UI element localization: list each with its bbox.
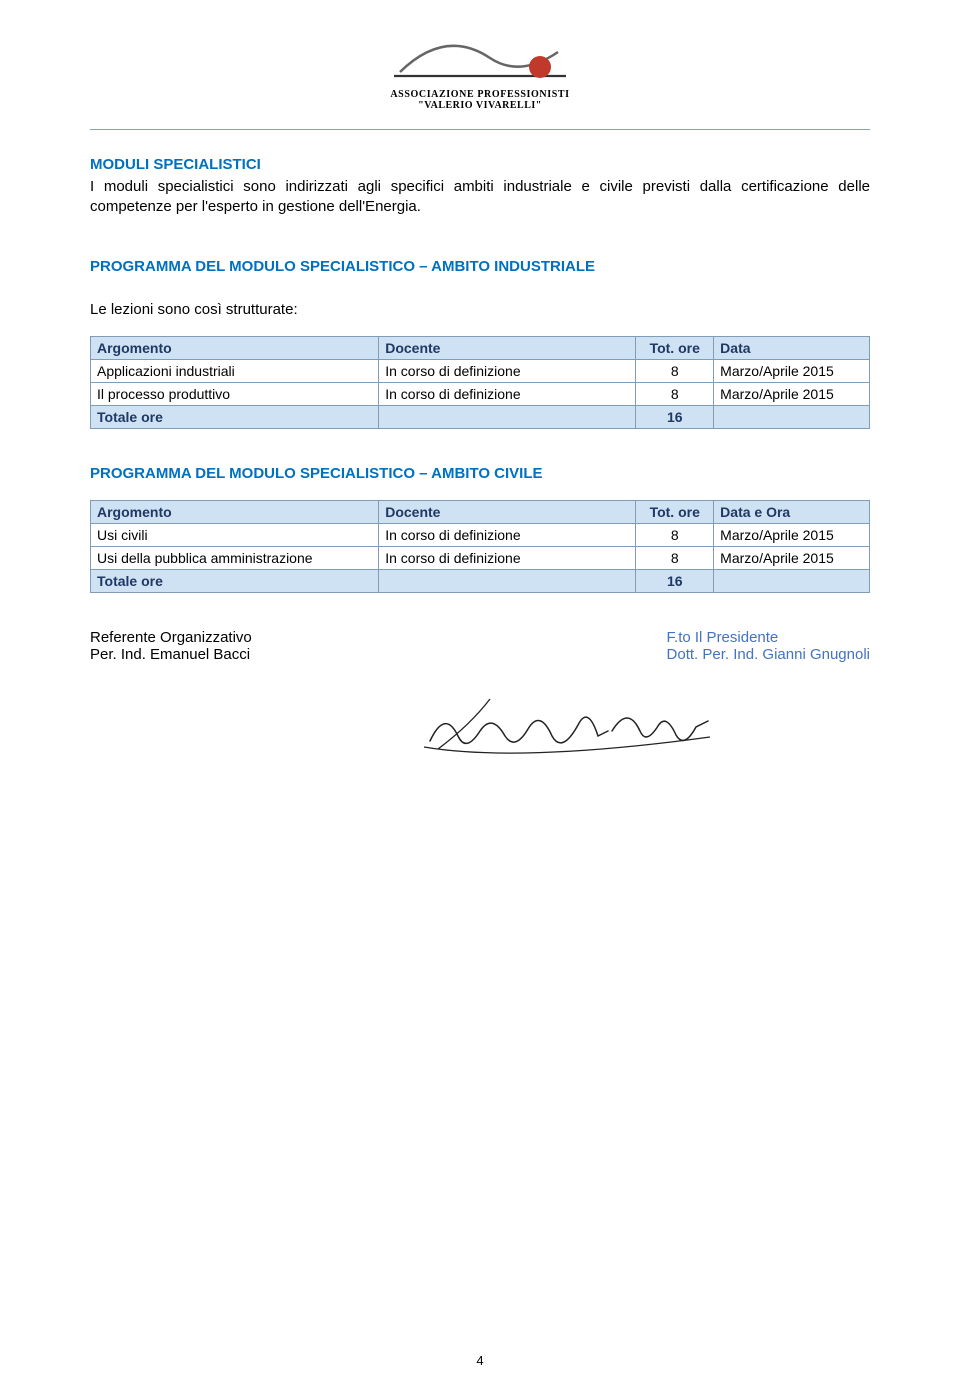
- table-total-row: Totale ore 16: [91, 569, 870, 592]
- total-empty: [714, 569, 870, 592]
- table-header-row: Argomento Docente Tot. ore Data: [91, 336, 870, 359]
- table-row: Usi civili In corso di definizione 8 Mar…: [91, 523, 870, 546]
- table-total-row: Totale ore 16: [91, 405, 870, 428]
- signature-left: Referente Organizzativo Per. Ind. Emanue…: [90, 629, 252, 663]
- cell-data: Marzo/Aprile 2015: [714, 523, 870, 546]
- th-docente: Docente: [379, 500, 636, 523]
- total-empty: [379, 569, 636, 592]
- cell-data: Marzo/Aprile 2015: [714, 382, 870, 405]
- signature-block: Referente Organizzativo Per. Ind. Emanue…: [90, 629, 870, 663]
- sig-right-line2: Dott. Per. Ind. Gianni Gnugnoli: [667, 646, 870, 663]
- cell-docente: In corso di definizione: [379, 359, 636, 382]
- total-empty: [714, 405, 870, 428]
- signature-right: F.to Il Presidente Dott. Per. Ind. Giann…: [667, 629, 870, 663]
- total-label: Totale ore: [91, 569, 379, 592]
- moduli-title: MODULI SPECIALISTICI: [90, 156, 870, 173]
- cell-argomento: Il processo produttivo: [91, 382, 379, 405]
- sig-left-line1: Referente Organizzativo: [90, 629, 252, 646]
- sig-right-line1: F.to Il Presidente: [667, 629, 870, 646]
- cell-data: Marzo/Aprile 2015: [714, 546, 870, 569]
- cell-docente: In corso di definizione: [379, 546, 636, 569]
- table-row: Applicazioni industriali In corso di def…: [91, 359, 870, 382]
- cell-argomento: Usi della pubblica amministrazione: [91, 546, 379, 569]
- th-docente: Docente: [379, 336, 636, 359]
- logo-graphic: [380, 30, 580, 84]
- cell-ore: 8: [636, 382, 714, 405]
- sig-left-line2: Per. Ind. Emanuel Bacci: [90, 646, 252, 663]
- moduli-text: I moduli specialistici sono indirizzati …: [90, 177, 870, 218]
- th-argomento: Argomento: [91, 336, 379, 359]
- table-row: Il processo produttivo In corso di defin…: [91, 382, 870, 405]
- total-value: 16: [636, 569, 714, 592]
- cell-data: Marzo/Aprile 2015: [714, 359, 870, 382]
- cell-ore: 8: [636, 359, 714, 382]
- table-industriale: Argomento Docente Tot. ore Data Applicaz…: [90, 336, 870, 429]
- heading-industriale: PROGRAMMA DEL MODULO SPECIALISTICO – AMB…: [90, 258, 870, 275]
- table-row: Usi della pubblica amministrazione In co…: [91, 546, 870, 569]
- table-civile: Argomento Docente Tot. ore Data e Ora Us…: [90, 500, 870, 593]
- cell-ore: 8: [636, 546, 714, 569]
- cell-docente: In corso di definizione: [379, 523, 636, 546]
- th-data: Data: [714, 336, 870, 359]
- signature-scribble: [250, 691, 870, 774]
- cell-argomento: Applicazioni industriali: [91, 359, 379, 382]
- total-value: 16: [636, 405, 714, 428]
- logo-text-line1: ASSOCIAZIONE PROFESSIONISTI: [90, 89, 870, 100]
- th-totore: Tot. ore: [636, 336, 714, 359]
- page-number: 4: [0, 1353, 960, 1368]
- heading-civile: PROGRAMMA DEL MODULO SPECIALISTICO – AMB…: [90, 465, 870, 482]
- cell-ore: 8: [636, 523, 714, 546]
- total-label: Totale ore: [91, 405, 379, 428]
- intro-industriale: Le lezioni sono così strutturate:: [90, 301, 870, 318]
- logo-header: ASSOCIAZIONE PROFESSIONISTI "VALERIO VIV…: [90, 30, 870, 111]
- th-argomento: Argomento: [91, 500, 379, 523]
- header-divider: [90, 129, 870, 130]
- table-header-row: Argomento Docente Tot. ore Data e Ora: [91, 500, 870, 523]
- th-totore: Tot. ore: [636, 500, 714, 523]
- total-empty: [379, 405, 636, 428]
- logo-text-line2: "VALERIO VIVARELLI": [90, 100, 870, 111]
- cell-docente: In corso di definizione: [379, 382, 636, 405]
- cell-argomento: Usi civili: [91, 523, 379, 546]
- th-data: Data e Ora: [714, 500, 870, 523]
